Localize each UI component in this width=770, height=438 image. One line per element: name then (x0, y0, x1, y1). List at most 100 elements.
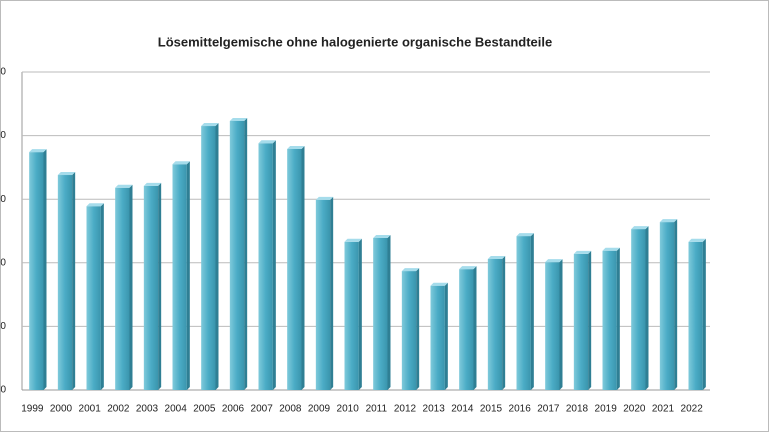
y-tick-label: 400 (0, 130, 6, 141)
bar-side (186, 161, 190, 390)
bar (201, 126, 216, 390)
y-tick-label: 100 (0, 321, 6, 332)
bar-side (559, 259, 563, 390)
bar-side (416, 268, 420, 390)
bar (659, 222, 675, 390)
bar-top (115, 184, 133, 188)
bar-side (645, 226, 649, 390)
bar-top (602, 247, 620, 251)
x-tick-label: 2007 (251, 404, 274, 415)
bar (688, 241, 703, 390)
bar (631, 229, 646, 390)
bar (602, 250, 617, 390)
bar-top (516, 233, 534, 237)
x-tick-label: 2016 (509, 404, 532, 415)
bar-side (702, 238, 706, 390)
x-tick-label: 2006 (222, 404, 245, 415)
bar-top (344, 238, 362, 242)
bar-top (258, 140, 276, 144)
bar-side (330, 196, 334, 390)
x-tick-label: 2022 (681, 404, 704, 415)
bar-top (401, 268, 420, 272)
x-tick-label: 2000 (50, 404, 73, 415)
bar-top (688, 238, 706, 242)
bar (315, 199, 331, 390)
bar (430, 285, 445, 390)
x-tick-label: 2017 (537, 404, 560, 415)
bar-side (358, 238, 362, 390)
bar-top (430, 282, 448, 286)
bar-top (201, 123, 219, 127)
bar-top (29, 149, 47, 153)
bar (516, 236, 531, 390)
bar (459, 269, 474, 390)
bar (401, 271, 417, 390)
x-tick-label: 2013 (423, 404, 446, 415)
x-tick-label: 2005 (193, 404, 216, 415)
y-tick-label: 500 (0, 67, 6, 78)
bar (258, 143, 273, 390)
x-tick-label: 2003 (136, 404, 159, 415)
bar-side (43, 149, 47, 390)
bar (344, 241, 359, 390)
bar-side (129, 184, 133, 390)
bar (573, 253, 589, 390)
x-tick-label: 2019 (595, 404, 618, 415)
bar-side (502, 255, 506, 390)
x-tick-label: 2015 (480, 404, 503, 415)
bar-side (387, 234, 391, 390)
y-tick-label: 300 (0, 194, 6, 205)
chart-title: Lösemittelgemische ohne halogenierte org… (158, 34, 552, 49)
bar-top (631, 226, 649, 230)
bar-side (530, 233, 534, 390)
bar-side (100, 203, 104, 390)
x-tick-label: 2009 (308, 404, 331, 415)
bar-top (143, 182, 162, 186)
bar-top (315, 196, 334, 200)
bar-top (229, 117, 248, 121)
bar-side (72, 172, 76, 390)
bar (86, 206, 101, 390)
bar-top (373, 234, 391, 238)
bar-top (86, 203, 104, 207)
y-tick-label: 200 (0, 257, 6, 268)
x-tick-label: 2001 (79, 404, 102, 415)
x-tick-label: 1999 (21, 404, 44, 415)
bar-side (674, 219, 678, 390)
x-tick-label: 2018 (566, 404, 589, 415)
x-tick-label: 2014 (451, 404, 474, 415)
bar (287, 148, 302, 390)
bar (29, 152, 44, 390)
x-tick-label: 2020 (623, 404, 646, 415)
bar-side (616, 247, 620, 390)
bar-side (301, 145, 305, 390)
bar-side (588, 250, 592, 390)
bar-side (272, 140, 276, 390)
bar-top (545, 259, 563, 263)
bar-side (473, 266, 477, 390)
x-tick-label: 2004 (165, 404, 188, 415)
bar-top (57, 172, 76, 176)
x-tick-label: 2002 (107, 404, 130, 415)
bar-side (244, 117, 248, 391)
bar-top (459, 266, 477, 270)
bar (487, 258, 503, 390)
bar (115, 187, 130, 390)
bar-top (573, 250, 592, 254)
x-tick-label: 2010 (337, 404, 360, 415)
bar-top (659, 219, 678, 223)
x-tick-label: 2021 (652, 404, 675, 415)
x-tick-label: 2008 (279, 404, 302, 415)
bar (229, 120, 245, 391)
bar-top (172, 161, 190, 165)
bar-side (158, 182, 162, 390)
x-tick-label: 2012 (394, 404, 417, 415)
bar (57, 175, 73, 390)
y-tick-label: 0 (0, 385, 6, 396)
bar-side (215, 123, 219, 390)
bar-top (287, 145, 305, 149)
bar (373, 237, 388, 390)
bar (172, 164, 187, 390)
